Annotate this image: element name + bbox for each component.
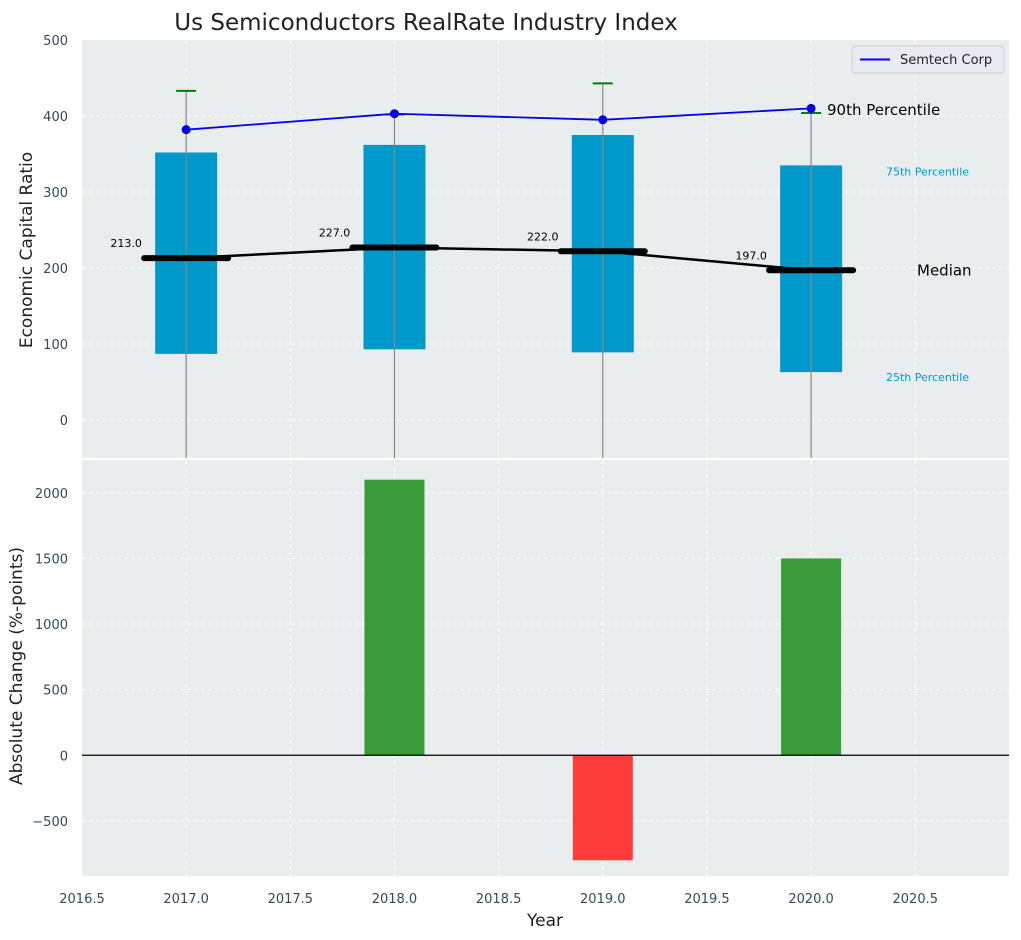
- x-axis-label: Year: [526, 911, 563, 931]
- median-value-label: 197.0: [735, 249, 767, 262]
- company-series-point: [806, 103, 816, 113]
- x-tick-label: 2017.5: [268, 892, 314, 907]
- legend-frame: [851, 45, 1005, 74]
- bottom-panel-background: [82, 460, 1009, 876]
- top-y-tick-label: 100: [43, 338, 68, 353]
- annotation-p25: 25th Percentile: [886, 371, 969, 384]
- change-bar: [572, 755, 633, 861]
- legend: Semtech Corp: [851, 45, 1005, 74]
- x-tick-label: 2018.0: [372, 892, 418, 907]
- change-bar: [781, 558, 842, 756]
- company-series-point: [598, 115, 608, 125]
- x-tick-label: 2019.5: [684, 892, 730, 907]
- bottom-y-tick-label: 2000: [35, 487, 68, 502]
- annotation-p90: 90th Percentile: [827, 101, 940, 119]
- top-y-tick-label: 200: [43, 262, 68, 277]
- bottom-y-tick-label: 500: [43, 684, 68, 699]
- x-tick-label: 2019.0: [580, 892, 626, 907]
- median-value-label: 213.0: [110, 237, 142, 250]
- bottom-y-tick-label: 0: [60, 749, 68, 764]
- median-value-label: 222.0: [527, 230, 559, 243]
- top-y-axis-label: Economic Capital Ratio: [17, 152, 37, 348]
- x-tick-label: 2020.5: [893, 892, 939, 907]
- bottom-y-tick-label: 1000: [35, 618, 68, 633]
- x-tick-label: 2017.0: [163, 892, 209, 907]
- x-tick-label: 2016.5: [59, 892, 105, 907]
- company-series-point: [181, 125, 191, 135]
- top-y-tick-label: 500: [43, 34, 68, 49]
- x-tick-label: 2018.5: [476, 892, 522, 907]
- bottom-y-tick-label: −500: [32, 815, 68, 830]
- company-series-point: [389, 109, 399, 119]
- top-y-tick-label: 0: [60, 414, 68, 429]
- median-trend-line: [186, 246, 812, 272]
- annotation-p75: 75th Percentile: [886, 165, 969, 178]
- chart-title: Us Semiconductors RealRate Industry Inde…: [174, 10, 678, 36]
- change-bar: [364, 479, 425, 756]
- top-y-tick-label: 400: [43, 110, 68, 125]
- annotation-median: Median: [917, 261, 972, 279]
- bottom-y-axis-label: Absolute Change (%-points): [7, 547, 27, 785]
- median-value-label: 227.0: [319, 226, 351, 239]
- top-y-tick-label: 300: [43, 186, 68, 201]
- x-tick-label: 2020.0: [788, 892, 834, 907]
- company-series-line: [186, 107, 812, 131]
- legend-label: Semtech Corp: [900, 53, 992, 68]
- bottom-y-tick-label: 1500: [35, 552, 68, 567]
